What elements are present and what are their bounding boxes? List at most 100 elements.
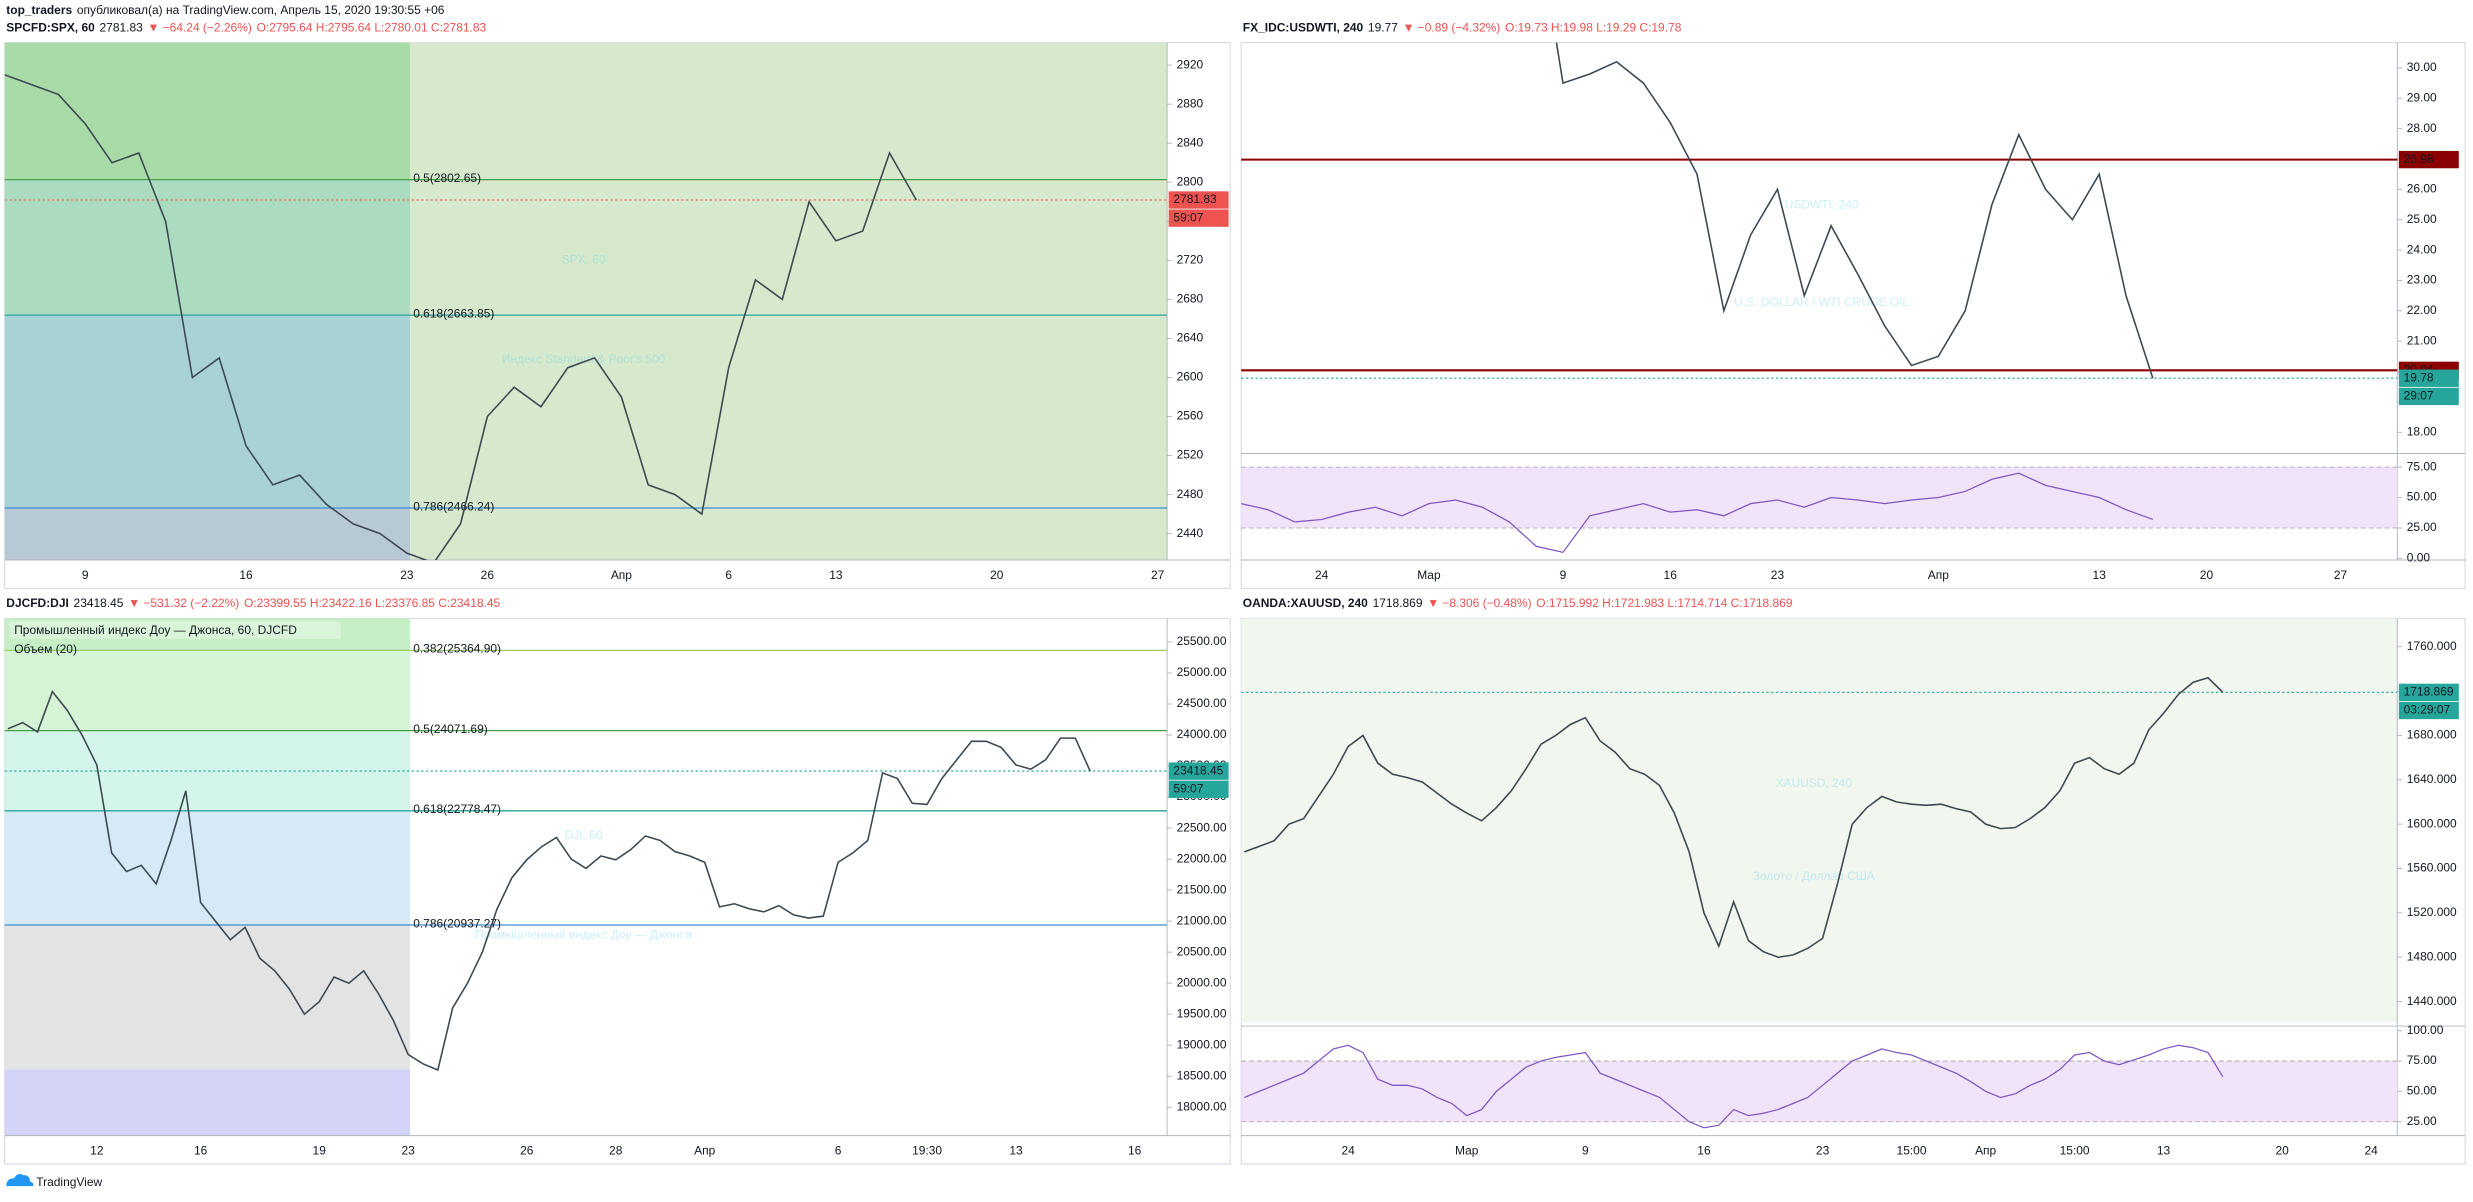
logo [6, 1174, 34, 1187]
x-tick-label: Апр [1928, 568, 1949, 582]
price-pane-bg [1241, 618, 2398, 1023]
countdown-label: 29:07 [2404, 389, 2434, 403]
y-tick-label: 28.00 [2407, 121, 2437, 135]
price-box [1168, 191, 1229, 209]
y-tick-label: 2920 [1177, 57, 1204, 71]
y-tick-label: 2560 [1177, 409, 1204, 423]
y-tick-label: 21.00 [2407, 333, 2437, 347]
price-box [1168, 762, 1229, 780]
watermark-subtitle: Промышленный индекс Доу — Джонса [475, 928, 692, 942]
rsi-line [1244, 1044, 2224, 1129]
x-tick-label: 6 [835, 1144, 842, 1158]
x-tick-label: 23 [402, 1144, 416, 1158]
y-tick-label: 20500.00 [1177, 944, 1227, 958]
countdown-box [2398, 387, 2459, 406]
countdown-label: 03:29:07 [2404, 703, 2451, 717]
x-tick-label: 24 [2364, 1144, 2378, 1158]
y-tick-label: 2480 [1177, 487, 1204, 501]
y-tick-label: 2520 [1177, 448, 1204, 462]
y-tick-label: 2840 [1177, 135, 1204, 149]
price-box [2398, 150, 2459, 169]
y-tick-label: 24500.00 [1177, 696, 1227, 710]
y-tick-label: 1680.000 [2407, 728, 2457, 742]
last-price: 19.77 [1368, 21, 1398, 35]
x-tick-label: Мар [1417, 568, 1441, 582]
fib-zone [4, 810, 411, 926]
x-tick-label: 13 [2093, 568, 2107, 582]
rsi-tick-label: 0.00 [2407, 551, 2431, 565]
y-tick-label: 22500.00 [1177, 820, 1227, 834]
fib-label: 0.5(24071.69) [413, 722, 488, 736]
chart-header: DJCFD:DJI 23418.45 ▼ −531.32 (−2.22%) O:233… [6, 596, 500, 610]
y-tick-label: 20000.00 [1177, 975, 1227, 989]
volume-label: Объем (20) [14, 642, 77, 656]
chart-header: FX_IDC:USDWTI, 240 19.77 ▼ −0.89 (−4.32%) O… [1243, 21, 1682, 35]
user: top_traders [6, 3, 72, 17]
x-tick-label: 13 [2157, 1144, 2171, 1158]
y-tick-label: 2880 [1177, 96, 1204, 110]
x-tick-label: 27 [1151, 568, 1165, 582]
watermark: DJI, 60 [565, 828, 603, 842]
x-tick-label: 23 [1816, 1144, 1830, 1158]
rsi-tick-label: 50.00 [2407, 490, 2437, 504]
y-tick-label: 1760.000 [2407, 639, 2457, 653]
rsi-tick-label: 100.00 [2407, 1023, 2444, 1037]
y-tick-label: 2440 [1177, 526, 1204, 540]
x-tick-label: 27 [2334, 568, 2348, 582]
price-box-label: 23418.45 [1173, 763, 1223, 777]
y-tick-label: 2800 [1177, 174, 1204, 188]
fib-zone [4, 618, 411, 651]
price-box-label: 1718.869 [2404, 685, 2454, 699]
x-tick-label: 20 [2200, 568, 2214, 582]
x-tick-label: 16 [194, 1144, 208, 1158]
last-price: 23418.45 [74, 596, 124, 610]
y-tick-label: 2640 [1177, 331, 1204, 345]
fib-label: 0.786(20937.27) [413, 916, 501, 930]
y-tick-label: 25500.00 [1177, 634, 1227, 648]
y-tick-label: 21500.00 [1177, 882, 1227, 896]
fib-zone [4, 508, 411, 560]
rsi-tick-label: 25.00 [2407, 1114, 2437, 1128]
y-tick-label: 1480.000 [2407, 949, 2457, 963]
rsi-tick-label: 50.00 [2407, 1084, 2437, 1098]
y-tick-label: 1440.000 [2407, 994, 2457, 1008]
countdown-box [1168, 780, 1229, 798]
footer-logo [6, 1174, 34, 1187]
fib-zone [4, 650, 411, 731]
symbol: OANDA:XAUUSD, 240 [1243, 596, 1368, 610]
price-line-series [1555, 42, 2154, 379]
y-tick-label: 22000.00 [1177, 851, 1227, 865]
x-tick-label: Апр [1975, 1144, 1996, 1158]
x-tick-label: 9 [1582, 1144, 1589, 1158]
y-tick-label: 2600 [1177, 370, 1204, 384]
x-tick-label: Апр [611, 568, 632, 582]
countdown-box [1168, 209, 1229, 227]
symbol: DJCFD:DJI [6, 596, 69, 610]
fib-label: 0.786(2466.24) [413, 499, 494, 513]
price-box-label: 2781.83 [1173, 192, 1217, 206]
y-tick-label: 29.00 [2407, 90, 2437, 104]
x-tick-label: 16 [1128, 1144, 1142, 1158]
y-tick-label: 18.00 [2407, 424, 2437, 438]
y-tick-label: 18000.00 [1177, 1099, 1227, 1113]
countdown-label: 59:07 [1173, 210, 1203, 224]
y-tick-label: 19500.00 [1177, 1006, 1227, 1020]
y-tick-label: 23.00 [2407, 273, 2437, 287]
y-tick-label: 19000.00 [1177, 1037, 1227, 1051]
publisher-line: top_traders опубликовал(а) на TradingView… [6, 3, 444, 17]
price-line-series [1244, 676, 2224, 959]
y-tick-label: 1520.000 [2407, 905, 2457, 919]
fib-zone [4, 179, 411, 316]
x-tick-label: 26 [481, 568, 495, 582]
ohlc: O:23399.55 H:23422.16 L:23376.85 C:23418… [244, 596, 501, 610]
y-tick-label: 1560.000 [2407, 861, 2457, 875]
y-tick-label: 26.00 [2407, 182, 2437, 196]
x-tick-label: 19 [313, 1144, 327, 1158]
fib-zone [4, 1069, 411, 1136]
x-tick-label: 23 [400, 568, 414, 582]
watermark: SPX, 60 [562, 253, 606, 267]
x-tick-label: 15:00 [2060, 1144, 2090, 1158]
legend-box [9, 621, 341, 639]
rsi-band [1241, 467, 2398, 528]
